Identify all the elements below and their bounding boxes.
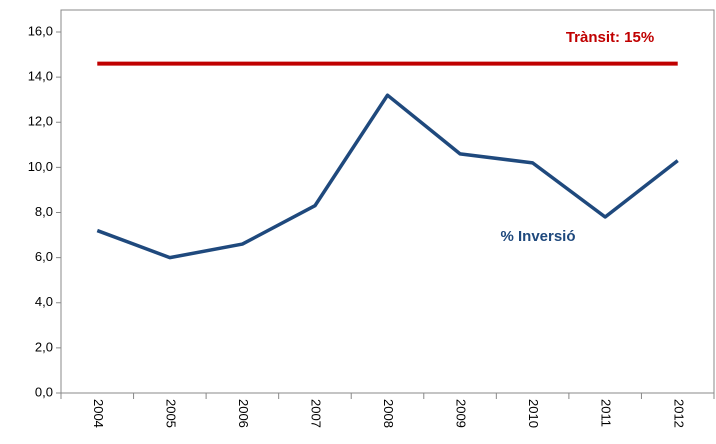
x-tick-label: 2011: [599, 399, 614, 427]
y-tick-label: 2,0: [35, 339, 53, 354]
x-tick-label: 2007: [309, 399, 324, 428]
y-tick-label: 14,0: [28, 69, 53, 84]
x-tick-label: 2008: [381, 399, 396, 428]
y-tick-label: 12,0: [28, 114, 53, 129]
y-tick-label: 10,0: [28, 159, 53, 174]
x-tick-label: 2009: [454, 399, 469, 428]
x-tick-label: 2012: [671, 399, 686, 428]
series-label: Trànsit: 15%: [566, 29, 654, 46]
x-tick-label: 2005: [163, 399, 178, 428]
y-tick-label: 0,0: [35, 384, 53, 399]
x-tick-label: 2006: [236, 399, 251, 428]
y-tick-label: 8,0: [35, 204, 53, 219]
y-tick-label: 4,0: [35, 294, 53, 309]
y-tick-label: 6,0: [35, 249, 53, 264]
x-tick-label: 2010: [526, 399, 541, 428]
y-tick-label: 16,0: [28, 23, 53, 38]
plot-frame: [60, 9, 715, 394]
x-tick-label: 2004: [91, 399, 106, 428]
series-label: % Inversió: [500, 228, 575, 245]
series-line: [96, 93, 679, 260]
